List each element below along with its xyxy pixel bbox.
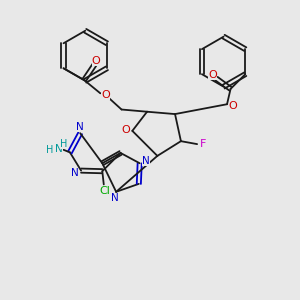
- Text: N: N: [71, 168, 79, 178]
- Text: O: O: [101, 90, 110, 100]
- Text: F: F: [200, 139, 206, 149]
- Text: O: O: [122, 125, 130, 135]
- Text: N: N: [111, 193, 119, 203]
- Text: H: H: [46, 145, 54, 155]
- Text: N: N: [55, 144, 63, 154]
- Text: N: N: [142, 156, 150, 166]
- Text: N: N: [76, 122, 83, 132]
- Text: O: O: [208, 70, 217, 80]
- Text: Cl: Cl: [99, 186, 110, 196]
- Text: H: H: [60, 139, 67, 149]
- Text: O: O: [229, 101, 237, 111]
- Text: O: O: [92, 56, 100, 66]
